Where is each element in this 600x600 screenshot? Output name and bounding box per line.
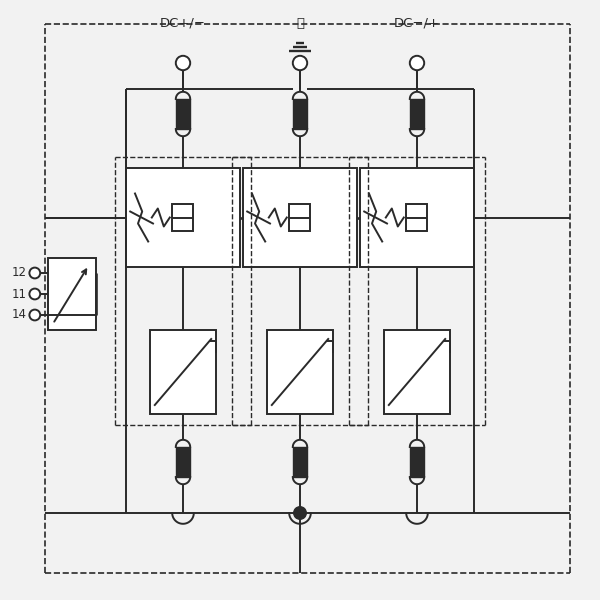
Bar bbox=[126, 168, 240, 267]
Bar bbox=[267, 330, 333, 414]
Bar bbox=[384, 330, 450, 414]
Bar bbox=[243, 168, 357, 267]
Circle shape bbox=[410, 56, 424, 70]
Text: ⏛: ⏛ bbox=[296, 17, 304, 30]
Text: 11: 11 bbox=[12, 287, 27, 301]
Bar bbox=[48, 258, 96, 330]
Circle shape bbox=[29, 289, 40, 299]
Circle shape bbox=[294, 507, 306, 519]
Circle shape bbox=[29, 310, 40, 320]
Circle shape bbox=[293, 56, 307, 70]
Bar bbox=[150, 330, 216, 414]
Text: DC+/−: DC+/− bbox=[160, 17, 206, 30]
Bar bbox=[360, 168, 474, 267]
Bar bbox=[293, 447, 307, 477]
Circle shape bbox=[176, 56, 190, 70]
Bar bbox=[172, 204, 193, 231]
Bar bbox=[406, 204, 427, 231]
Bar bbox=[289, 204, 310, 231]
Circle shape bbox=[29, 268, 40, 278]
Bar bbox=[410, 447, 424, 477]
Bar bbox=[176, 447, 190, 477]
Text: DC−/+: DC−/+ bbox=[394, 17, 440, 30]
Bar bbox=[293, 99, 307, 129]
Bar bbox=[410, 99, 424, 129]
Bar bbox=[176, 99, 190, 129]
Text: 12: 12 bbox=[12, 266, 27, 280]
Text: 14: 14 bbox=[12, 308, 27, 322]
